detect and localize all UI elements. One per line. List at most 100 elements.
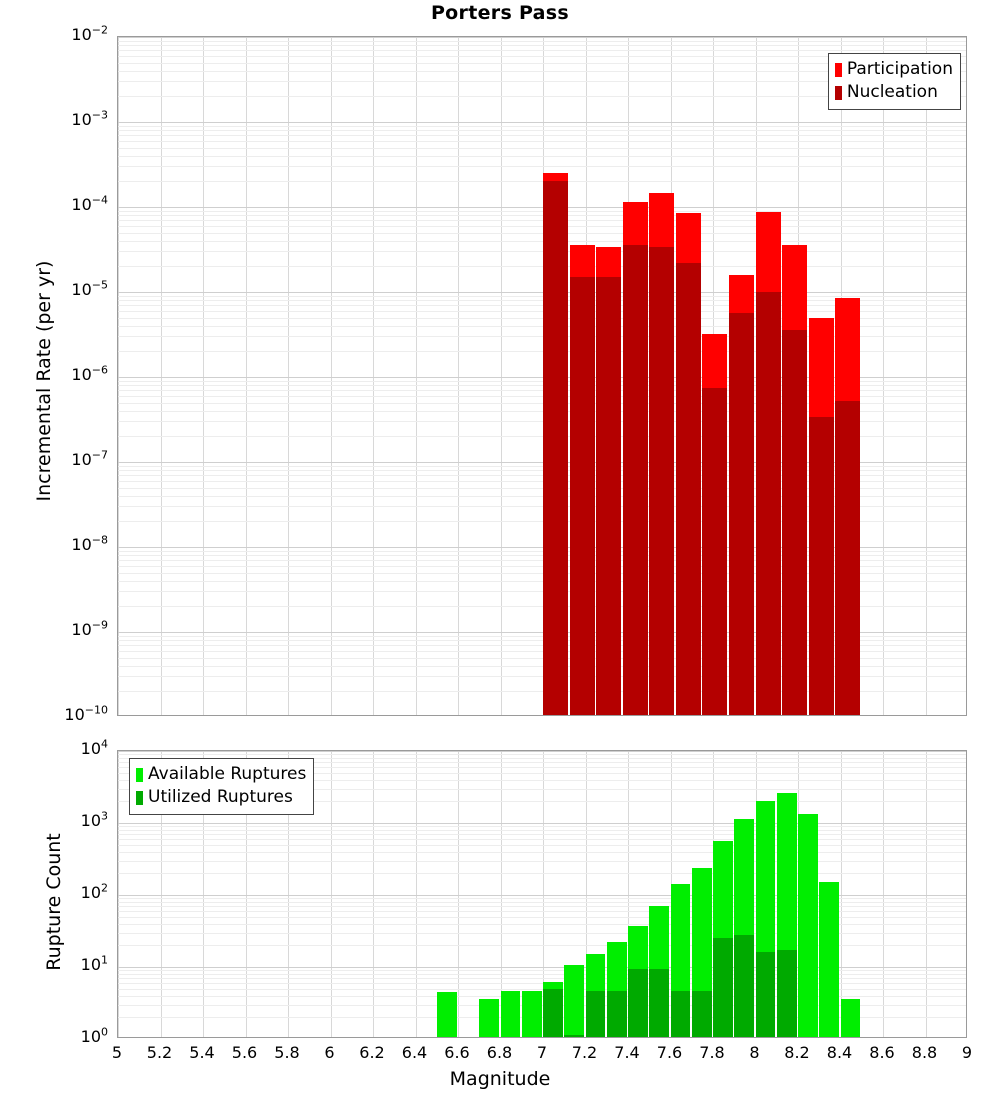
x-axis-tick-label: 8.6	[869, 1043, 895, 1062]
gridline-vertical	[203, 751, 204, 1037]
gridline-horizontal-minor	[118, 555, 966, 556]
gridline-horizontal-major	[118, 207, 966, 208]
gridline-vertical	[245, 37, 247, 715]
gridline-horizontal-minor	[118, 266, 966, 267]
gridline-horizontal-major	[118, 967, 966, 968]
gridline-horizontal-minor	[118, 830, 966, 831]
gridline-horizontal-minor	[118, 974, 966, 975]
legend-label: Nucleation	[846, 82, 938, 102]
gridline-vertical	[415, 751, 417, 1037]
bar-segment-inner	[776, 950, 797, 1037]
bar-segment-inner	[755, 292, 781, 715]
x-axis-tick-label: 8	[749, 1043, 760, 1062]
gridline-horizontal-minor	[118, 606, 966, 607]
bar-group	[564, 751, 584, 1037]
gridline-horizontal-minor	[118, 41, 966, 42]
gridline-horizontal-minor	[118, 220, 966, 221]
gridline-horizontal-minor	[118, 141, 966, 142]
gridline-vertical	[883, 751, 884, 1037]
gridline-horizontal-minor	[118, 318, 966, 319]
gridline-horizontal-minor	[118, 403, 966, 404]
y-axis-title-bottom: Rupture Count	[43, 833, 65, 971]
bar-group	[500, 751, 521, 1037]
gridline-vertical	[628, 751, 629, 1037]
gridline-horizontal-minor	[118, 978, 966, 979]
gridline-horizontal-minor	[118, 839, 966, 840]
gridline-horizontal-major	[118, 37, 966, 38]
bar-group	[606, 751, 627, 1037]
gridline-horizontal-minor	[118, 45, 966, 46]
x-axis-tick-label: 5.4	[189, 1043, 215, 1062]
gridline-vertical	[288, 37, 289, 715]
gridline-horizontal-minor	[118, 933, 966, 934]
legend-label: Utilized Ruptures	[148, 787, 293, 807]
gridline-horizontal-minor	[118, 71, 966, 72]
bar-group	[569, 37, 595, 715]
x-axis-tick-label: 5.2	[146, 1043, 173, 1062]
bar-segment-inner	[606, 991, 627, 1037]
gridline-horizontal-minor	[118, 326, 966, 327]
gridline-horizontal-minor	[118, 767, 966, 768]
bar-group	[543, 751, 563, 1037]
gridline-horizontal-minor	[118, 945, 966, 946]
gridline-vertical	[288, 751, 289, 1037]
gridline-horizontal-minor	[118, 233, 966, 234]
bar-group	[755, 751, 776, 1037]
gridline-horizontal-minor	[118, 506, 966, 507]
gridline-horizontal-minor	[118, 911, 966, 912]
gridline-horizontal-minor	[118, 989, 966, 990]
gridline-horizontal-minor	[118, 566, 966, 567]
bar-segment-inner	[670, 991, 691, 1037]
gridline-vertical	[500, 751, 502, 1037]
legend-label: Available Ruptures	[148, 764, 307, 784]
y-axis-tick-label: 10−6	[71, 363, 108, 384]
y-axis-tick-label: 103	[80, 809, 108, 830]
gridline-horizontal-minor	[118, 666, 966, 667]
gridline-horizontal-minor	[118, 591, 966, 592]
x-axis-tick-label: 5.6	[231, 1043, 258, 1062]
gridline-horizontal-minor	[118, 296, 966, 297]
bar-group	[622, 37, 648, 715]
bar-group	[776, 751, 797, 1037]
bar-group	[596, 37, 622, 715]
gridline-horizontal-minor	[118, 466, 966, 467]
x-axis-tick-label: 7.8	[699, 1043, 725, 1062]
x-axis-tick-label: 6.8	[486, 1043, 513, 1062]
gridline-vertical	[118, 751, 119, 1037]
gridline-horizontal-minor	[118, 211, 966, 212]
gridline-horizontal-minor	[118, 902, 966, 903]
gridline-horizontal-major	[118, 632, 966, 633]
bar-group	[734, 751, 754, 1037]
gridline-horizontal-minor	[118, 336, 966, 337]
bar-group	[782, 37, 808, 715]
x-axis-tick-label: 5.8	[274, 1043, 300, 1062]
gridline-horizontal-minor	[118, 758, 966, 759]
bar-segment-inner	[782, 329, 808, 715]
gridline-horizontal-major	[118, 895, 966, 896]
gridline-vertical	[585, 751, 587, 1037]
gridline-vertical	[840, 751, 842, 1037]
bar-segment-outer	[436, 991, 457, 1037]
legend-bottom: Available Ruptures Utilized Ruptures	[129, 758, 315, 815]
gridline-horizontal-minor	[118, 581, 966, 582]
y-axis-tick-label: 10−4	[71, 193, 108, 214]
gridline-horizontal-minor	[118, 481, 966, 482]
bar-segment-outer	[564, 965, 584, 1037]
gridline-horizontal-minor	[118, 63, 966, 64]
y-axis-tick-label: 10−8	[71, 533, 108, 554]
gridline-horizontal-minor	[118, 496, 966, 497]
gridline-horizontal-minor	[118, 436, 966, 437]
bar-segment-inner	[728, 313, 754, 715]
gridline-vertical	[500, 37, 502, 715]
gridline-horizontal-minor	[118, 311, 966, 312]
legend-item: Participation	[834, 58, 953, 81]
gridline-vertical	[458, 751, 459, 1037]
gridline-horizontal-major	[118, 377, 966, 378]
plot-area-bottom	[118, 751, 966, 1037]
y-axis-tick-label: 10−10	[64, 703, 108, 724]
legend-swatch-icon	[834, 85, 842, 100]
gridline-horizontal-minor	[118, 801, 966, 802]
bar-segment-inner	[675, 262, 701, 715]
bar-group	[798, 751, 818, 1037]
